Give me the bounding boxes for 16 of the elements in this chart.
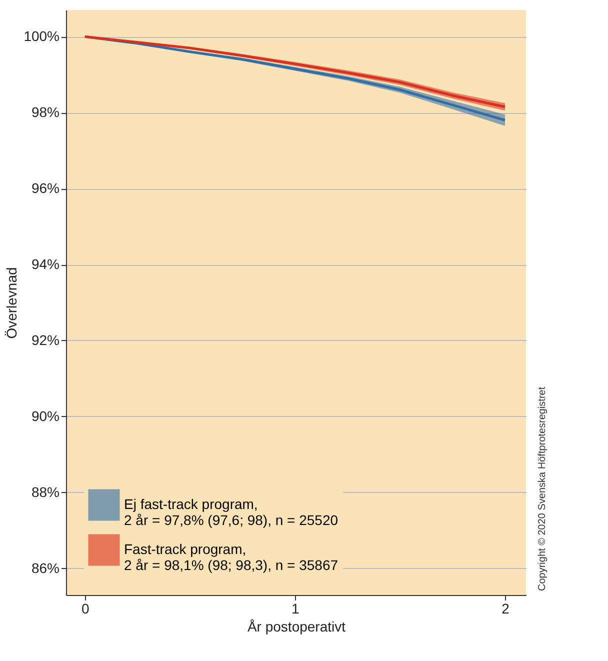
legend-label: Ej fast-track program, 2 år = 97,8% (97,6; 98), n = 25520: [124, 496, 338, 528]
y-tick-label: 98%: [31, 104, 60, 120]
x-axis-title: År postoperativt: [247, 618, 346, 634]
y-tick-label: 88%: [31, 484, 60, 500]
y-tick-label: 100%: [24, 28, 60, 44]
y-tick-label: 92%: [31, 332, 60, 348]
y-tick-label: 96%: [31, 180, 60, 196]
x-tick-label: 1: [292, 600, 300, 616]
x-tick-label: 0: [82, 600, 90, 616]
y-tick-label: 86%: [31, 560, 60, 576]
y-tick-label: 90%: [31, 408, 60, 424]
text: Copyright © 2020 Svenska Höftprotesregistret: [537, 386, 548, 591]
y-tick-label: 94%: [31, 256, 60, 272]
y-axis-title: Överlevnad: [4, 267, 20, 339]
legend-label: Fast-track program, 2 år = 98,1% (98; 98,3), n = 35867: [124, 541, 338, 573]
x-tick-label: 2: [502, 600, 510, 616]
